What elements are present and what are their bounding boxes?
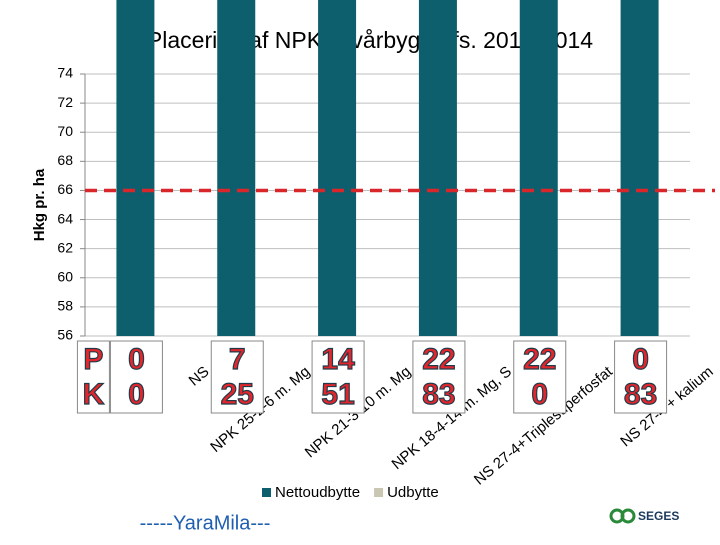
nutrient-value: 7 <box>229 343 246 376</box>
logo: SEGES <box>609 508 679 524</box>
nutrient-value: 0 <box>128 343 145 376</box>
legend-label: Udbytte <box>387 484 439 501</box>
y-tick-label: 60 <box>57 268 73 284</box>
nutrient-value: 22 <box>523 343 556 376</box>
bar-segment <box>418 0 457 336</box>
y-tick-label: 58 <box>57 298 73 314</box>
legend-label: Nettoudbytte <box>275 484 360 501</box>
y-tick-label: 70 <box>57 123 73 139</box>
y-axis-label: Hkg pr. ha <box>31 168 48 241</box>
nutrient-value: 14 <box>321 343 355 376</box>
logo-icon <box>620 508 636 524</box>
nutrient-value: 0 <box>632 343 649 376</box>
bar-segment <box>217 0 256 336</box>
nutrient-value: 51 <box>321 378 354 411</box>
bar-segment <box>620 0 659 336</box>
nutrient-value: 83 <box>624 378 657 411</box>
nutrient-box <box>513 340 567 414</box>
nutrient-box <box>311 340 365 414</box>
y-tick-label: 74 <box>57 65 73 81</box>
legend-swatch <box>374 488 384 497</box>
bar-segment <box>116 0 155 336</box>
nutrient-value: 0 <box>531 378 548 411</box>
nutrient-value: P <box>83 343 103 376</box>
x-tick-label: NS <box>186 363 213 389</box>
y-tick-label: 62 <box>57 239 73 255</box>
legend-swatch <box>262 488 271 497</box>
nutrient-box <box>412 340 466 414</box>
nutrient-value: K <box>83 378 105 411</box>
nutrient-value: 22 <box>422 343 455 376</box>
footer: -----YaraMila--- <box>140 512 271 534</box>
nutrient-box <box>109 340 163 414</box>
y-tick-label: 64 <box>57 210 73 226</box>
logo-text: SEGES <box>638 509 679 523</box>
nutrient-value: 25 <box>221 378 254 411</box>
y-tick-label: 72 <box>57 94 73 110</box>
nutrient-value: 83 <box>422 378 455 411</box>
y-tick-label: 66 <box>57 181 73 197</box>
bar-segment <box>519 0 558 336</box>
bar-segment <box>318 0 357 336</box>
nutrient-box <box>210 340 264 414</box>
nutrient-value: 0 <box>128 378 145 411</box>
y-tick-label: 56 <box>57 327 73 343</box>
y-tick-label: 68 <box>57 152 73 168</box>
nutrient-box <box>76 340 110 414</box>
nutrient-box <box>614 340 668 414</box>
